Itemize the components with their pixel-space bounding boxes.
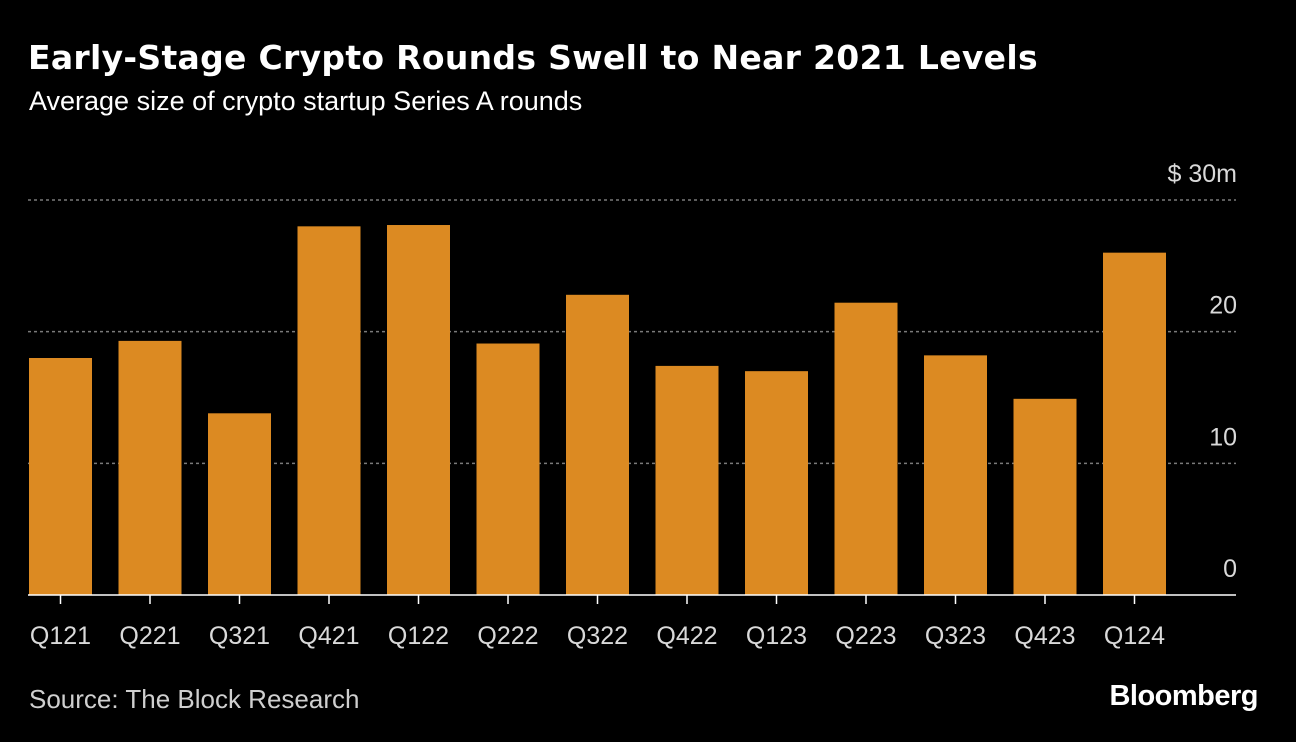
chart-title: Early-Stage Crypto Rounds Swell to Near … [28,38,1038,77]
bar-q421 [297,226,361,596]
bar-q222 [476,343,540,595]
x-tick-label: Q221 [119,622,180,650]
x-tick-label: Q121 [30,622,91,650]
x-axis: Q121 Q221 Q321 Q421 Q122 Q222 Q322 Q422 Q123 Q223… [28,594,1236,650]
x-tick-label: Q223 [835,622,896,650]
x-tick-label: Q323 [925,622,986,650]
y-tick-label: 10 [1209,423,1237,451]
y-tick-label: 0 [1223,555,1237,583]
bar-q322 [566,294,629,595]
bar-q123 [745,371,808,595]
source-note: Source: The Block Research [29,684,360,714]
bar-q423 [1013,398,1077,595]
x-tick-label: Q222 [477,622,538,650]
x-tick-label: Q122 [388,622,449,650]
y-tick-label: $ 30m [1168,160,1237,188]
y-tick-label: 20 [1209,292,1237,320]
chart-subtitle: Average size of crypto startup Series A … [29,86,583,116]
bar-q323 [924,355,987,595]
bars [29,225,1166,596]
x-tick-label: Q421 [298,622,359,650]
bar-q121 [29,358,92,595]
x-tick-label: Q322 [567,622,628,650]
bloomberg-logo: Bloomberg [1109,680,1258,712]
bar-q321 [208,413,271,595]
x-tick-label: Q321 [209,622,270,650]
bar-q223 [834,302,898,595]
x-tick-label: Q124 [1104,622,1165,650]
bar-q124 [1103,252,1166,595]
x-tick-label: Q422 [656,622,717,650]
y-tick-labels: 0 10 20 $ 30m [1168,160,1237,583]
bar-q422 [655,365,719,595]
x-tick-label: Q123 [746,622,807,650]
bar-q122 [387,225,450,595]
bar-q221 [118,340,182,595]
x-tick-label: Q423 [1014,622,1075,650]
